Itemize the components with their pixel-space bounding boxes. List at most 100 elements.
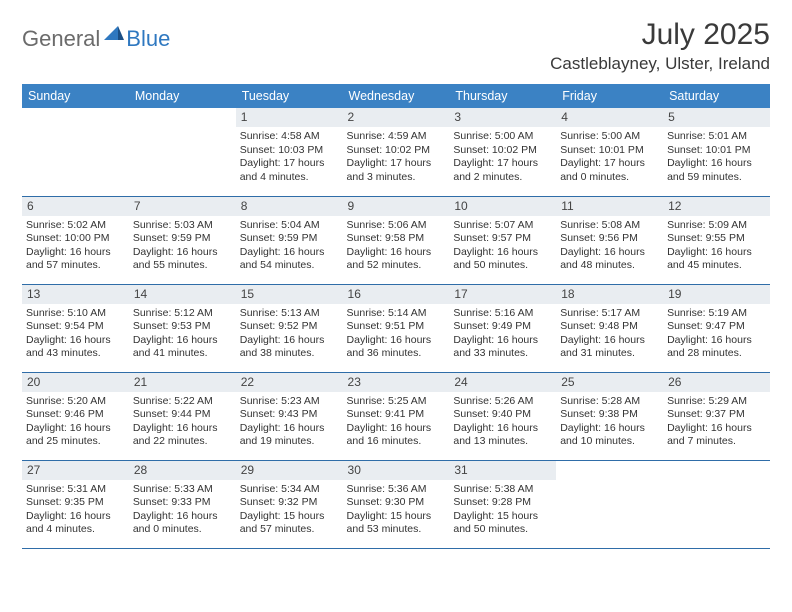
day-number: 22 bbox=[236, 373, 343, 392]
calendar-week-row: 20Sunrise: 5:20 AMSunset: 9:46 PMDayligh… bbox=[22, 372, 770, 460]
daylight-text: Daylight: 16 hours and 54 minutes. bbox=[240, 246, 339, 273]
sunset-text: Sunset: 9:43 PM bbox=[240, 408, 339, 421]
brand-name-b: Blue bbox=[126, 26, 170, 52]
sunset-text: Sunset: 9:55 PM bbox=[667, 232, 766, 245]
weekday-header: Tuesday bbox=[236, 84, 343, 108]
sunrise-text: Sunrise: 5:38 AM bbox=[453, 483, 552, 496]
sunset-text: Sunset: 10:02 PM bbox=[347, 144, 446, 157]
sunset-text: Sunset: 9:37 PM bbox=[667, 408, 766, 421]
day-number: 30 bbox=[343, 461, 450, 480]
calendar-day-cell: 17Sunrise: 5:16 AMSunset: 9:49 PMDayligh… bbox=[449, 284, 556, 372]
weekday-header: Monday bbox=[129, 84, 236, 108]
sunset-text: Sunset: 9:30 PM bbox=[347, 496, 446, 509]
daylight-text: Daylight: 15 hours and 50 minutes. bbox=[453, 510, 552, 537]
calendar-day-cell bbox=[22, 108, 129, 196]
brand-triangle-icon bbox=[104, 24, 124, 45]
calendar-day-cell: 30Sunrise: 5:36 AMSunset: 9:30 PMDayligh… bbox=[343, 460, 450, 548]
day-number: 3 bbox=[449, 108, 556, 127]
sunset-text: Sunset: 9:56 PM bbox=[560, 232, 659, 245]
sunrise-text: Sunrise: 5:04 AM bbox=[240, 219, 339, 232]
day-number: 27 bbox=[22, 461, 129, 480]
sunset-text: Sunset: 9:53 PM bbox=[133, 320, 232, 333]
sunset-text: Sunset: 9:51 PM bbox=[347, 320, 446, 333]
sunrise-text: Sunrise: 5:34 AM bbox=[240, 483, 339, 496]
brand-name-a: General bbox=[22, 26, 100, 52]
daylight-text: Daylight: 16 hours and 50 minutes. bbox=[453, 246, 552, 273]
day-number: 14 bbox=[129, 285, 236, 304]
sunset-text: Sunset: 9:38 PM bbox=[560, 408, 659, 421]
calendar-day-cell: 10Sunrise: 5:07 AMSunset: 9:57 PMDayligh… bbox=[449, 196, 556, 284]
daylight-text: Daylight: 16 hours and 45 minutes. bbox=[667, 246, 766, 273]
sunset-text: Sunset: 9:28 PM bbox=[453, 496, 552, 509]
day-number: 20 bbox=[22, 373, 129, 392]
calendar-week-row: 1Sunrise: 4:58 AMSunset: 10:03 PMDayligh… bbox=[22, 108, 770, 196]
day-number: 25 bbox=[556, 373, 663, 392]
header: General Blue July 2025 Castleblayney, Ul… bbox=[22, 18, 770, 74]
calendar-day-cell: 1Sunrise: 4:58 AMSunset: 10:03 PMDayligh… bbox=[236, 108, 343, 196]
sunrise-text: Sunrise: 5:02 AM bbox=[26, 219, 125, 232]
day-number: 4 bbox=[556, 108, 663, 127]
day-number: 13 bbox=[22, 285, 129, 304]
sunrise-text: Sunrise: 5:20 AM bbox=[26, 395, 125, 408]
sunset-text: Sunset: 9:57 PM bbox=[453, 232, 552, 245]
sunrise-text: Sunrise: 5:33 AM bbox=[133, 483, 232, 496]
daylight-text: Daylight: 16 hours and 48 minutes. bbox=[560, 246, 659, 273]
sunrise-text: Sunrise: 5:16 AM bbox=[453, 307, 552, 320]
calendar-day-cell: 21Sunrise: 5:22 AMSunset: 9:44 PMDayligh… bbox=[129, 372, 236, 460]
sunset-text: Sunset: 9:49 PM bbox=[453, 320, 552, 333]
daylight-text: Daylight: 17 hours and 2 minutes. bbox=[453, 157, 552, 184]
sunrise-text: Sunrise: 5:23 AM bbox=[240, 395, 339, 408]
calendar-day-cell: 7Sunrise: 5:03 AMSunset: 9:59 PMDaylight… bbox=[129, 196, 236, 284]
sunrise-text: Sunrise: 5:22 AM bbox=[133, 395, 232, 408]
day-number: 7 bbox=[129, 197, 236, 216]
sunrise-text: Sunrise: 5:29 AM bbox=[667, 395, 766, 408]
calendar-week-row: 27Sunrise: 5:31 AMSunset: 9:35 PMDayligh… bbox=[22, 460, 770, 548]
daylight-text: Daylight: 16 hours and 10 minutes. bbox=[560, 422, 659, 449]
sunrise-text: Sunrise: 5:00 AM bbox=[453, 130, 552, 143]
calendar-day-cell: 14Sunrise: 5:12 AMSunset: 9:53 PMDayligh… bbox=[129, 284, 236, 372]
daylight-text: Daylight: 16 hours and 52 minutes. bbox=[347, 246, 446, 273]
daylight-text: Daylight: 16 hours and 19 minutes. bbox=[240, 422, 339, 449]
calendar-day-cell: 16Sunrise: 5:14 AMSunset: 9:51 PMDayligh… bbox=[343, 284, 450, 372]
calendar-day-cell: 31Sunrise: 5:38 AMSunset: 9:28 PMDayligh… bbox=[449, 460, 556, 548]
day-number: 2 bbox=[343, 108, 450, 127]
sunrise-text: Sunrise: 5:17 AM bbox=[560, 307, 659, 320]
sunrise-text: Sunrise: 5:36 AM bbox=[347, 483, 446, 496]
sunrise-text: Sunrise: 5:13 AM bbox=[240, 307, 339, 320]
calendar-day-cell: 18Sunrise: 5:17 AMSunset: 9:48 PMDayligh… bbox=[556, 284, 663, 372]
calendar-week-row: 13Sunrise: 5:10 AMSunset: 9:54 PMDayligh… bbox=[22, 284, 770, 372]
daylight-text: Daylight: 16 hours and 16 minutes. bbox=[347, 422, 446, 449]
calendar-day-cell: 28Sunrise: 5:33 AMSunset: 9:33 PMDayligh… bbox=[129, 460, 236, 548]
day-number: 8 bbox=[236, 197, 343, 216]
weekday-header: Friday bbox=[556, 84, 663, 108]
sunset-text: Sunset: 10:03 PM bbox=[240, 144, 339, 157]
calendar-day-cell: 27Sunrise: 5:31 AMSunset: 9:35 PMDayligh… bbox=[22, 460, 129, 548]
calendar-day-cell bbox=[129, 108, 236, 196]
sunrise-text: Sunrise: 5:12 AM bbox=[133, 307, 232, 320]
day-number: 28 bbox=[129, 461, 236, 480]
sunset-text: Sunset: 9:48 PM bbox=[560, 320, 659, 333]
day-number: 21 bbox=[129, 373, 236, 392]
sunset-text: Sunset: 9:32 PM bbox=[240, 496, 339, 509]
daylight-text: Daylight: 16 hours and 0 minutes. bbox=[133, 510, 232, 537]
brand-logo: General Blue bbox=[22, 18, 170, 53]
weekday-header: Sunday bbox=[22, 84, 129, 108]
calendar-day-cell: 5Sunrise: 5:01 AMSunset: 10:01 PMDayligh… bbox=[663, 108, 770, 196]
calendar-day-cell: 3Sunrise: 5:00 AMSunset: 10:02 PMDayligh… bbox=[449, 108, 556, 196]
sunrise-text: Sunrise: 5:28 AM bbox=[560, 395, 659, 408]
sunrise-text: Sunrise: 5:06 AM bbox=[347, 219, 446, 232]
day-number: 18 bbox=[556, 285, 663, 304]
daylight-text: Daylight: 17 hours and 0 minutes. bbox=[560, 157, 659, 184]
weekday-header: Wednesday bbox=[343, 84, 450, 108]
daylight-text: Daylight: 16 hours and 28 minutes. bbox=[667, 334, 766, 361]
day-number: 15 bbox=[236, 285, 343, 304]
day-number: 10 bbox=[449, 197, 556, 216]
sunrise-text: Sunrise: 5:14 AM bbox=[347, 307, 446, 320]
daylight-text: Daylight: 16 hours and 55 minutes. bbox=[133, 246, 232, 273]
day-number: 9 bbox=[343, 197, 450, 216]
day-number: 12 bbox=[663, 197, 770, 216]
sunset-text: Sunset: 9:54 PM bbox=[26, 320, 125, 333]
daylight-text: Daylight: 16 hours and 33 minutes. bbox=[453, 334, 552, 361]
calendar-day-cell: 6Sunrise: 5:02 AMSunset: 10:00 PMDayligh… bbox=[22, 196, 129, 284]
day-number: 16 bbox=[343, 285, 450, 304]
